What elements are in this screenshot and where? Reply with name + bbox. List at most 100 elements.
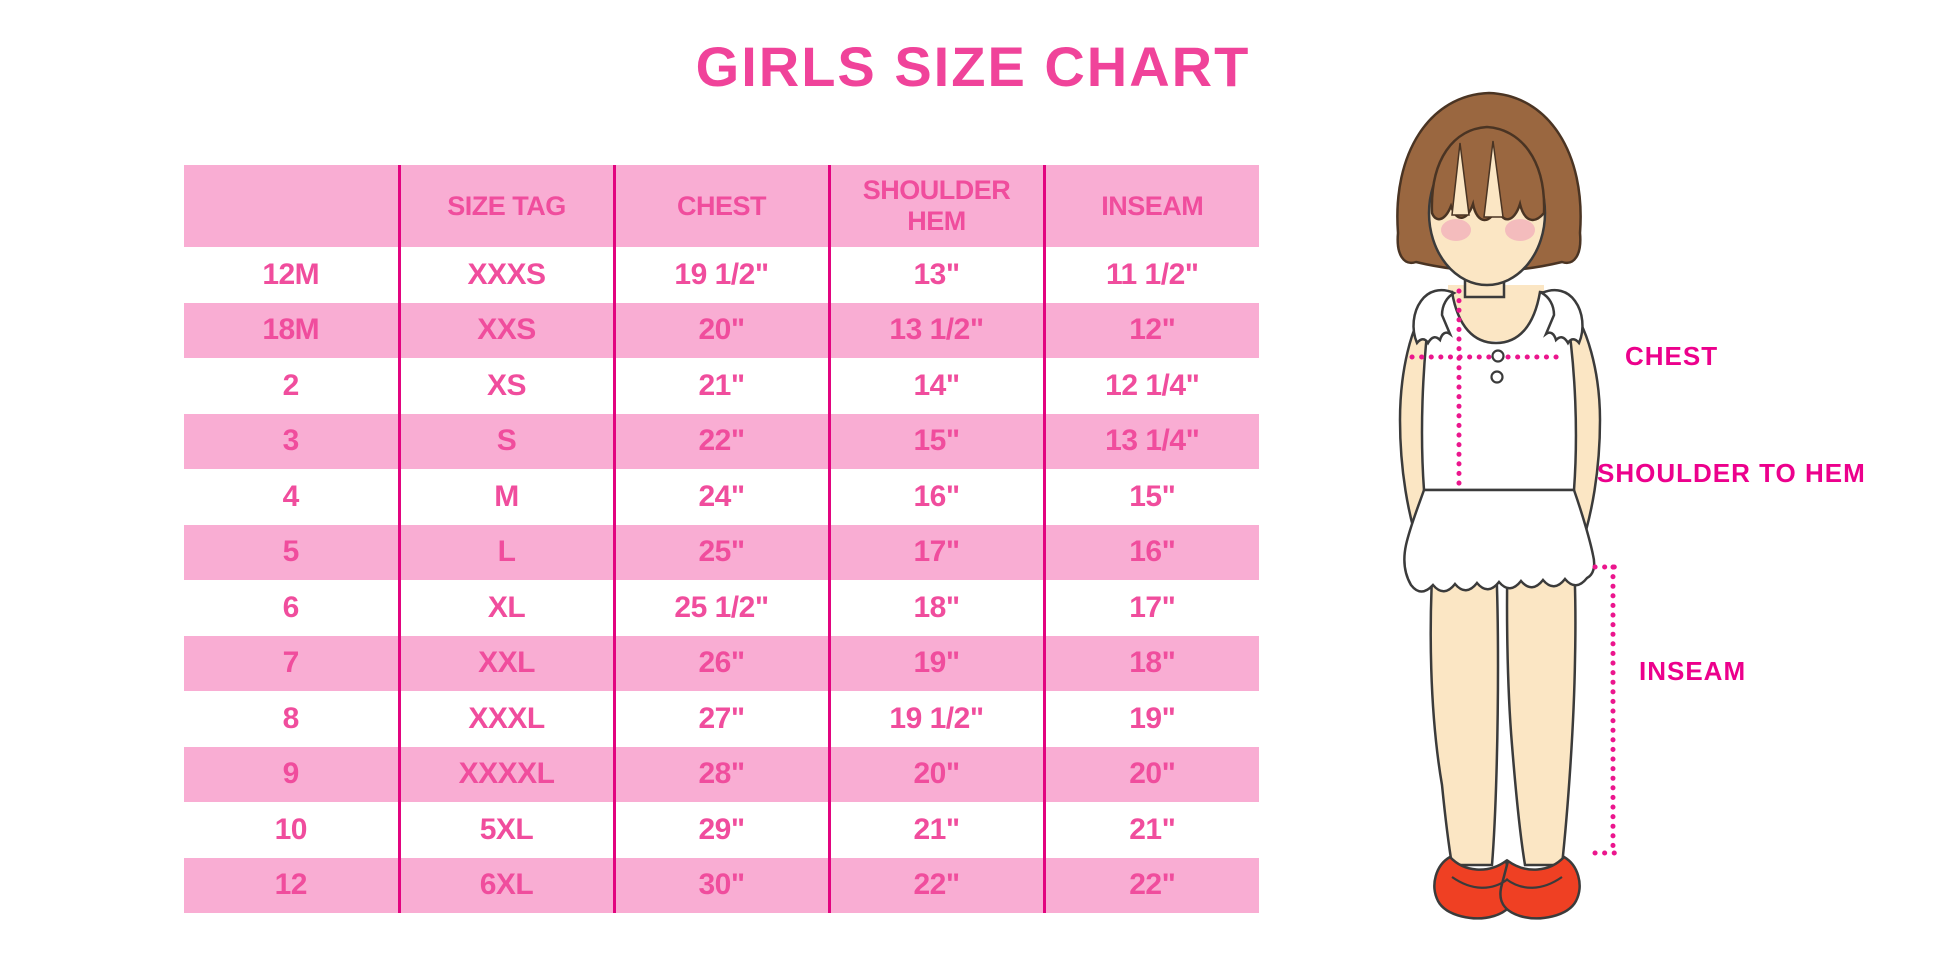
girl-buttons: [1490, 349, 1505, 384]
table-cell: 22": [827, 857, 1044, 913]
table-cell: 21": [612, 358, 829, 414]
table-cell: XS: [397, 358, 614, 414]
column-header: SHOULDER HEM: [827, 165, 1044, 247]
table-cell: 28": [612, 746, 829, 802]
table-cell: XXXL: [397, 691, 614, 747]
girl-shoulder-ruffle-right: [1539, 289, 1584, 346]
table-cell: XXS: [397, 302, 614, 358]
column-header: SIZE TAG: [397, 165, 614, 247]
table-cell: 19 1/2": [612, 247, 829, 303]
girl-head: [1396, 91, 1582, 299]
table-cell: 13": [827, 247, 1044, 303]
table-cell: 6XL: [397, 857, 614, 913]
table-cell: M: [397, 469, 614, 525]
table-cell: 21": [827, 802, 1044, 858]
table-cell: 5: [184, 524, 399, 580]
measurement-dotted-lines: [1409, 288, 1626, 856]
girl-legs: [1429, 543, 1577, 867]
girl-blush-right: [1505, 219, 1535, 241]
table-cell: 21": [1042, 802, 1259, 858]
table-cell: 11 1/2": [1042, 247, 1259, 303]
table-cell: 4: [282, 479, 300, 513]
table-cell: 9: [184, 746, 399, 802]
page-title: GIRLS SIZE CHART: [695, 35, 1251, 98]
table-row: 12 6XL 30" 22" 22": [184, 857, 1259, 913]
table-cell: 17": [827, 524, 1044, 580]
table-cell: 17": [1042, 580, 1259, 636]
table-cell: 7: [184, 635, 399, 691]
table-cell: XXXS: [397, 247, 614, 303]
table-row: 8 XXXL 27" 19 1/2" 19": [184, 691, 1259, 747]
table-cell: 12": [1042, 302, 1259, 358]
table-row: 18M XXS 20" 13 1/2" 12": [184, 302, 1259, 358]
table-cell: 15": [1042, 469, 1259, 525]
table-cell: 16": [827, 469, 1044, 525]
table-cell: 30": [612, 857, 829, 913]
table-cell: 10: [274, 812, 308, 846]
table-row: 2 XS 21" 14" 12 1/4": [184, 358, 1259, 414]
header-row: SIZE TAG CHEST SHOULDER HEM INSEAM: [184, 165, 1259, 247]
shoulder-to-hem-label: SHOULDER TO HEM: [1597, 458, 1866, 488]
table-row: 12M XXXS 19 1/2" 13" 11 1/2": [184, 247, 1259, 303]
table-cell: 19": [1042, 691, 1259, 747]
table-cell: 8: [282, 701, 300, 735]
girl-bang-slit: [1451, 142, 1470, 216]
table-row: 7 XXL 26" 19" 18": [184, 635, 1259, 691]
table-cell: XXL: [397, 635, 614, 691]
girl-blouse: [1403, 289, 1596, 593]
table-cell: 13 1/4": [1042, 413, 1259, 469]
girl-bang-slit: [1483, 140, 1504, 218]
table-cell: XL: [397, 580, 614, 636]
table-cell: 24": [612, 469, 829, 525]
table-cell: 20": [827, 746, 1044, 802]
table-cell: 5XL: [397, 802, 614, 858]
table-cell: 20": [612, 302, 829, 358]
inseam-label: INSEAM: [1639, 656, 1747, 686]
table-cell: L: [397, 524, 614, 580]
girl-illustration: [1396, 91, 1626, 920]
table-cell: 29": [612, 802, 829, 858]
table-row: 10 5XL 29" 21" 21": [184, 802, 1259, 858]
table-cell: 19": [827, 635, 1044, 691]
table-cell: 19 1/2": [827, 691, 1044, 747]
table-cell: S: [397, 413, 614, 469]
table-body: 12M XXXS 19 1/2" 13" 11 1/2" 18M XXS 20" 13 1/2"…: [184, 247, 1259, 913]
table-cell: 12M: [262, 257, 320, 291]
girl-blush-left: [1441, 219, 1471, 241]
table-cell: 12: [184, 857, 399, 913]
table-cell: 25": [612, 524, 829, 580]
table-cell: 22": [1042, 857, 1259, 913]
girl-skirt-ruffle: [1403, 488, 1596, 593]
measurement-figure: [1390, 85, 1630, 930]
table-header: SIZE TAG CHEST SHOULDER HEM INSEAM: [184, 165, 1259, 247]
table-cell: 26": [612, 635, 829, 691]
girl-shoes: [1433, 855, 1581, 920]
table-row: 9 XXXXL 28" 20" 20": [184, 746, 1259, 802]
girls-size-table: SIZE TAG CHEST SHOULDER HEM INSEAM 12M XXXS 1…: [184, 165, 1259, 913]
table-cell: 25 1/2": [612, 580, 829, 636]
table-cell: 22": [612, 413, 829, 469]
table-cell: 3: [184, 413, 399, 469]
table-cell: 27": [612, 691, 829, 747]
table-cell: 2: [282, 368, 300, 402]
table-cell: 18": [1042, 635, 1259, 691]
table-cell: 18": [827, 580, 1044, 636]
table-cell: 6: [282, 590, 300, 624]
table-cell: 14": [827, 358, 1044, 414]
table-cell: 16": [1042, 524, 1259, 580]
table-cell: 15": [827, 413, 1044, 469]
table-row: 5 L 25" 17" 16": [184, 524, 1259, 580]
column-header: [184, 165, 399, 247]
column-header: INSEAM: [1042, 165, 1259, 247]
table-cell: XXXXL: [397, 746, 614, 802]
table-cell: 20": [1042, 746, 1259, 802]
table-row: 3 S 22" 15" 13 1/4": [184, 413, 1259, 469]
girl-shoulder-ruffle-left: [1412, 289, 1457, 346]
chest-label: CHEST: [1625, 341, 1719, 371]
table-cell: 12 1/4": [1042, 358, 1259, 414]
table-row: 4 M 24" 16" 15": [184, 469, 1259, 525]
table-row: 6 XL 25 1/2" 18" 17": [184, 580, 1259, 636]
column-header: CHEST: [612, 165, 829, 247]
table-cell: 18M: [184, 302, 399, 358]
table-cell: 13 1/2": [827, 302, 1044, 358]
